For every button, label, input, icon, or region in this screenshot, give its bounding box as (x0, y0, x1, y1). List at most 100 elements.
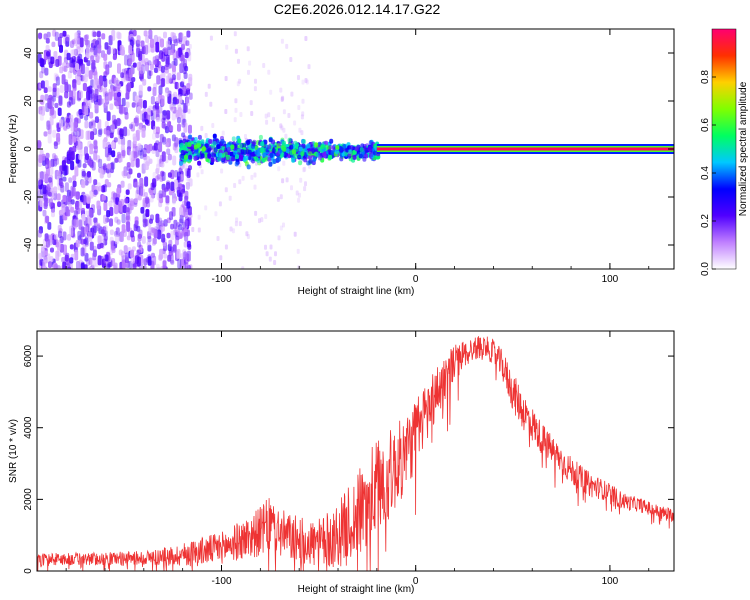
noise-cell (59, 119, 63, 128)
signal-cell (227, 147, 232, 152)
noise-cell (67, 70, 72, 79)
noise-cell (81, 179, 86, 189)
noise-cell (149, 63, 154, 71)
noise-cell (296, 248, 300, 254)
noise-cell (104, 93, 109, 101)
noise-cell (101, 258, 106, 268)
noise-cell (185, 181, 190, 190)
noise-cell (137, 172, 141, 178)
noise-cell (118, 200, 123, 207)
noise-cell (157, 53, 162, 60)
signal-cell (328, 154, 333, 160)
noise-cell (55, 76, 60, 86)
signal-cell (267, 144, 272, 150)
noise-cell (37, 229, 42, 238)
noise-cell (184, 207, 189, 218)
noise-cell (165, 75, 170, 85)
noise-cell (140, 40, 145, 48)
noise-cell (155, 213, 160, 224)
noise-cell (63, 125, 68, 131)
noise-cell (121, 97, 126, 107)
noise-cell (128, 44, 133, 55)
noise-cell (264, 113, 268, 119)
noise-cell (39, 99, 44, 105)
noise-cell (84, 226, 89, 235)
noise-cell (147, 60, 152, 66)
signal-cell (200, 153, 205, 159)
noise-cell (120, 72, 125, 78)
noise-cell (102, 87, 107, 95)
noise-cell (89, 241, 94, 251)
spectrogram-y-tick-label: 0 (23, 146, 34, 152)
noise-cell (64, 254, 69, 262)
signal-cell (285, 148, 290, 154)
noise-cell (105, 167, 110, 174)
spectrogram-x-tick-label: 0 (413, 274, 419, 285)
noise-cell (140, 110, 145, 121)
noise-cell (281, 95, 285, 101)
noise-cell (96, 155, 101, 163)
noise-cell (149, 192, 154, 203)
signal-cell (218, 152, 223, 158)
noise-cell (59, 66, 64, 74)
noise-cell (45, 44, 50, 51)
noise-cell (111, 245, 116, 254)
noise-cell (96, 224, 101, 232)
signal-cell (328, 144, 333, 150)
noise-cell (115, 86, 120, 93)
noise-cell (170, 106, 175, 112)
noise-cell (70, 49, 75, 60)
noise-cell (303, 166, 307, 172)
noise-cell (167, 254, 172, 262)
noise-cell (113, 92, 118, 101)
noise-cell (70, 151, 75, 161)
noise-cell (94, 88, 99, 97)
noise-cell (57, 201, 62, 208)
noise-cell (45, 215, 50, 224)
noise-cell (307, 64, 311, 70)
noise-cell (127, 82, 132, 90)
noise-cell (159, 193, 164, 204)
noise-cell (97, 44, 102, 54)
noise-cell (68, 134, 73, 145)
signal-cell (207, 153, 212, 159)
colorbar-tick-label: 0.4 (700, 166, 711, 180)
noise-cell (178, 94, 183, 104)
noise-cell (236, 81, 240, 87)
noise-cell (133, 136, 137, 145)
noise-cell (44, 80, 49, 90)
noise-cell (168, 239, 173, 246)
noise-cell (55, 59, 60, 67)
noise-cell (282, 160, 286, 166)
noise-cell (184, 231, 189, 242)
signal-cell (245, 149, 250, 155)
noise-cell (76, 76, 81, 86)
signal-cell (300, 151, 305, 157)
noise-cell (280, 96, 284, 102)
signal-cell (220, 138, 225, 144)
noise-cell (75, 239, 80, 248)
noise-cell (188, 92, 193, 100)
noise-cell (90, 55, 95, 62)
noise-cell (84, 120, 89, 129)
noise-cell (86, 197, 91, 204)
signal-cell (223, 151, 228, 157)
noise-cell (302, 167, 306, 173)
signal-cell (298, 146, 303, 152)
noise-cell (162, 137, 167, 145)
noise-cell (45, 167, 50, 177)
noise-cell (185, 96, 189, 104)
noise-cell (179, 63, 184, 74)
noise-cell (250, 174, 254, 180)
signal-cell (183, 154, 188, 160)
noise-cell (204, 91, 208, 97)
noise-cell (159, 248, 164, 260)
noise-cell (303, 186, 307, 192)
noise-cell (98, 128, 103, 135)
noise-cell (130, 37, 135, 46)
noise-cell (244, 134, 247, 139)
noise-cell (118, 249, 123, 256)
noise-cell (297, 197, 301, 203)
noise-cell (122, 204, 127, 214)
noise-cell (234, 48, 238, 54)
